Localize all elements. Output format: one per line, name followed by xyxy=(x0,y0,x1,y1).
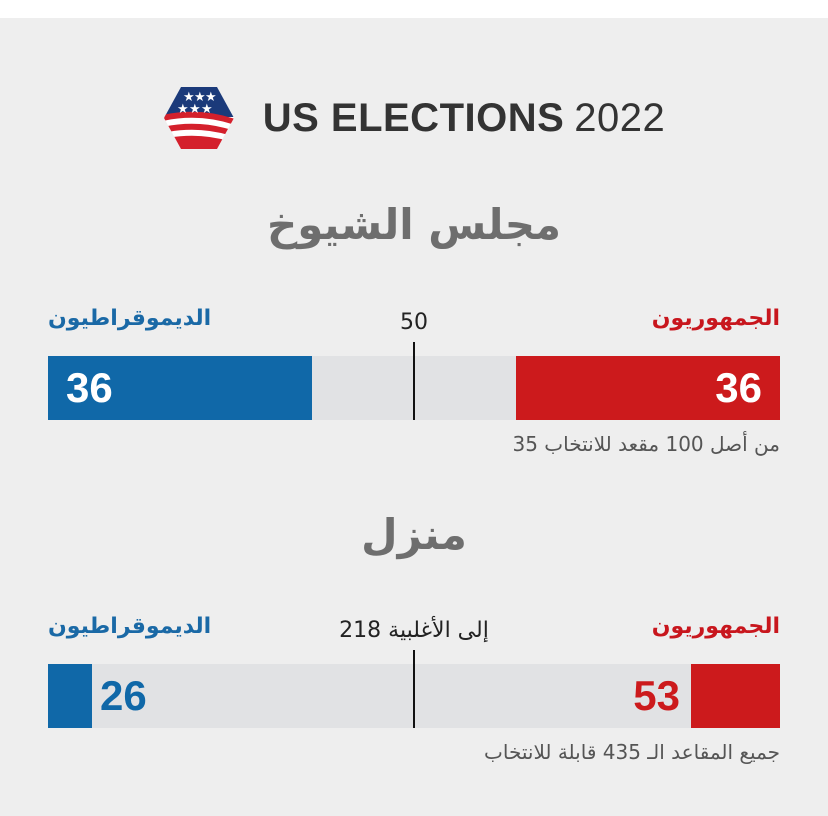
svg-text:★: ★ xyxy=(201,102,213,117)
senate-majority-label: 50 xyxy=(400,310,428,335)
house-dem-value: 26 xyxy=(100,672,147,719)
house-rep-label: الجمهوريون xyxy=(651,614,780,639)
svg-text:★: ★ xyxy=(177,102,189,117)
svg-text:★: ★ xyxy=(205,90,217,105)
svg-text:★: ★ xyxy=(194,90,206,105)
house-rep-value: 53 xyxy=(633,672,680,719)
header-title-text: US ELECTIONS xyxy=(262,95,565,140)
header: ★ ★ ★ ★ ★ ★ US ELECTIONS 2022 xyxy=(0,82,828,154)
senate-note: من أصل 100 مقعد للانتخاب 35 xyxy=(512,432,781,456)
senate-rep-value: 36 xyxy=(715,364,762,411)
house-note: جميع المقاعد الـ 435 قابلة للانتخاب xyxy=(484,740,780,764)
senate-title: مجلس الشيوخ xyxy=(266,200,562,249)
senate-rep-label: الجمهوريون xyxy=(651,306,780,331)
svg-text:★: ★ xyxy=(183,90,195,105)
house-majority-line xyxy=(413,650,415,728)
senate-rep-bar xyxy=(516,356,780,420)
senate-dem-value: 36 xyxy=(66,364,113,411)
header-year: 2022 xyxy=(574,95,666,140)
house-dem-label: الديموقراطيون xyxy=(48,614,212,639)
senate-majority-line xyxy=(413,342,415,420)
house-dem-bar xyxy=(48,664,92,728)
senate-dem-bar xyxy=(48,356,312,420)
senate-dem-label: الديموقراطيون xyxy=(48,306,212,331)
house-title: منزل xyxy=(361,510,467,559)
svg-text:★: ★ xyxy=(189,102,201,117)
house-rep-bar xyxy=(691,664,780,728)
house-majority-label: إلى الأغلبية 218 xyxy=(339,618,489,643)
header-title: US ELECTIONS 2022 xyxy=(263,96,666,141)
us-flag-hexagon-icon: ★ ★ ★ ★ ★ ★ xyxy=(163,87,234,149)
